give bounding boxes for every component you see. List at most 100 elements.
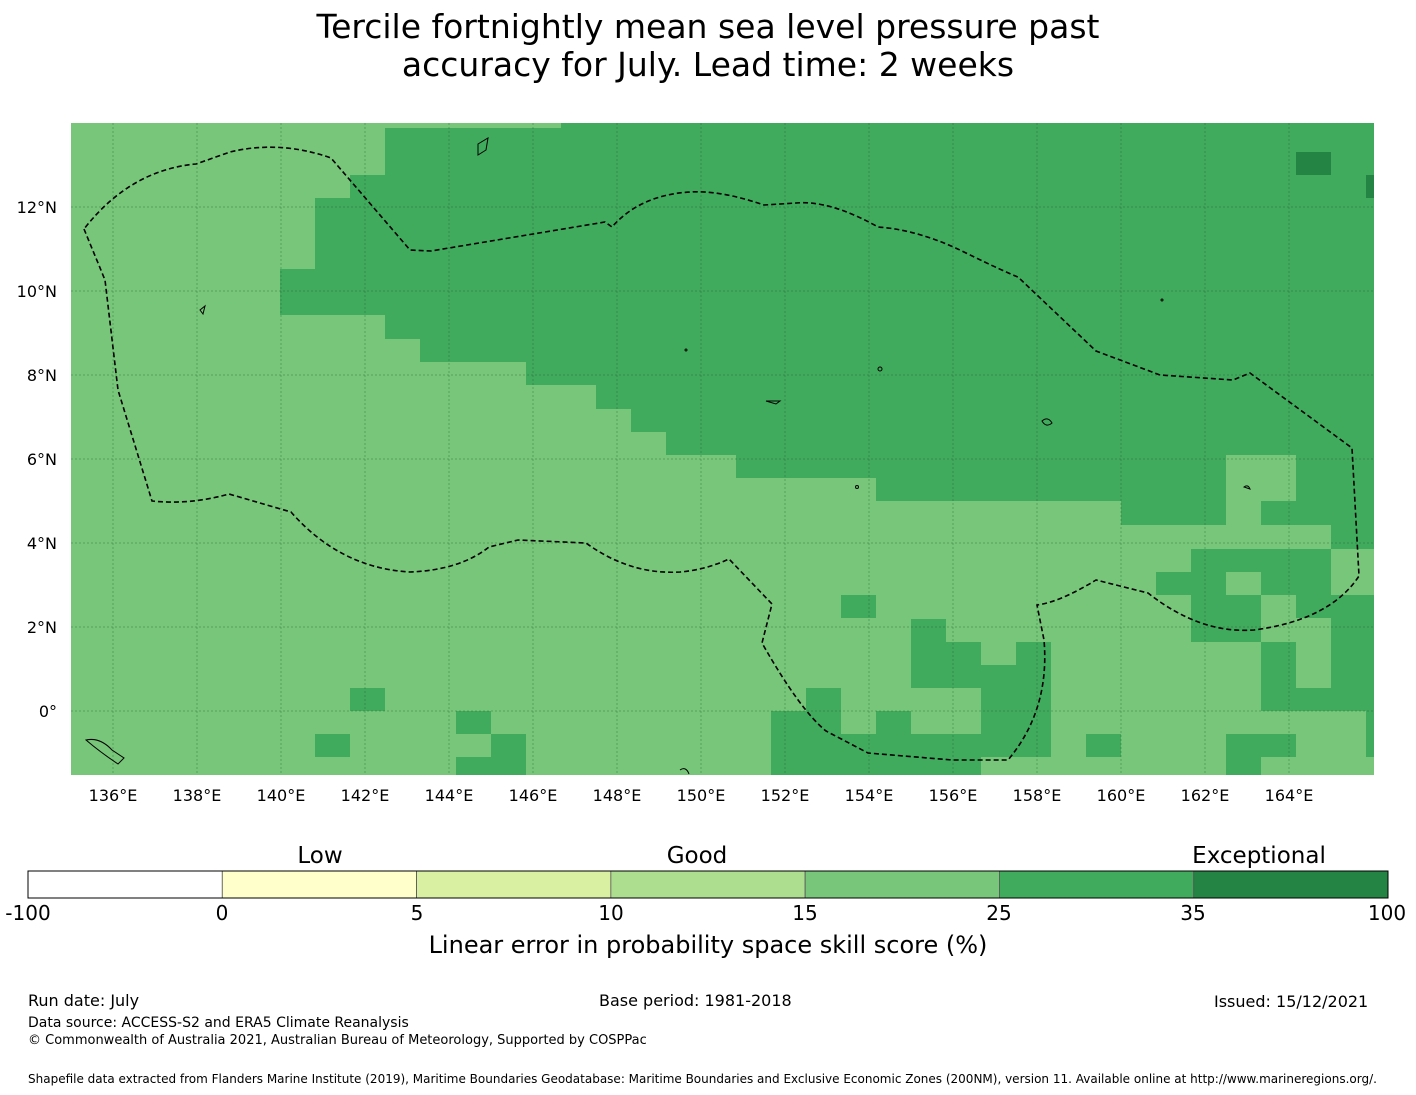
islet-1	[877, 366, 883, 372]
kosrae-island	[1242, 485, 1251, 490]
colorbar-frame	[27, 870, 1389, 899]
colorbar-category-good: Good	[666, 843, 728, 869]
colorbar-tick-label: 100	[1367, 901, 1407, 925]
skill-patch-25-35	[1261, 642, 1296, 711]
skill-patch-25-35	[1191, 572, 1226, 642]
colorbar-tick-label: 35	[1180, 901, 1206, 925]
issued-date: Issued: 15/12/2021	[1214, 992, 1369, 1011]
latitude-tick-label: 0°	[39, 702, 57, 721]
map-gridlines	[71, 123, 1374, 775]
eez-boundary-line	[83, 146, 1360, 761]
base-period: Base period: 1981-2018	[599, 991, 792, 1010]
skill-patch-15-25	[1191, 525, 1331, 549]
skill-patch-25-35	[771, 711, 841, 775]
skill-patch-25-35	[841, 595, 876, 618]
skill-patch-25-35	[911, 642, 981, 688]
longitude-tick-label: 138°E	[173, 786, 222, 805]
skill-patch-25-35	[1296, 688, 1331, 711]
skill-patch-25-35	[981, 665, 1016, 711]
islet-2	[855, 485, 859, 489]
skill-patch-25-35	[456, 757, 491, 775]
shapefile-credit: Shapefile data extracted from Flanders M…	[28, 1072, 1377, 1086]
skill-patch-25-35	[1226, 734, 1296, 757]
colorbar-category-exceptional: Exceptional	[1192, 843, 1326, 869]
skill-patch-25-35	[1331, 595, 1374, 711]
latitude-tick-label: 8°N	[27, 366, 57, 385]
colorbar-category-low: Low	[297, 843, 343, 869]
data-source: Data source: ACCESS-S2 and ERA5 Climate …	[28, 1015, 409, 1031]
colorbar-swatch	[1193, 870, 1389, 899]
run-date: Run date: July	[28, 991, 140, 1010]
colorbar-swatch	[999, 870, 1195, 899]
new-guinea-coast	[84, 739, 125, 765]
skill-patch-25-35	[456, 711, 491, 734]
latitude-tick-label: 2°N	[27, 618, 57, 637]
latitude-tick-label: 4°N	[27, 534, 57, 553]
skill-patch-25-35	[1296, 595, 1331, 618]
colorbar-tick-label: 0	[215, 901, 229, 925]
map-tick-labels: 136°E 138°E 140°E 142°E 144°E 146°E 148°E 150°E…	[17, 198, 1314, 805]
longitude-tick-label: 160°E	[1097, 786, 1146, 805]
manus-island	[679, 768, 690, 775]
longitude-tick-label: 136°E	[89, 786, 138, 805]
longitude-tick-label: 164°E	[1265, 786, 1314, 805]
longitude-tick-label: 156°E	[929, 786, 978, 805]
skill-patch-25-35	[841, 734, 981, 775]
skill-score-grid	[71, 123, 1374, 775]
colorbar-swatch	[221, 870, 417, 899]
skill-patch-25-35	[981, 711, 1016, 757]
longitude-tick-label: 152°E	[761, 786, 810, 805]
skill-patch-15-25	[1261, 455, 1296, 501]
chart-title-line-1: Tercile fortnightly mean sea level press…	[316, 7, 1100, 46]
colorbar-tick-label: -100	[5, 901, 51, 925]
chart-title-line-2: accuracy for July. Lead time: 2 weeks	[401, 45, 1015, 84]
latitude-tick-label: 10°N	[17, 282, 57, 301]
skill-patch-25-35	[491, 734, 526, 775]
longitude-tick-label: 150°E	[677, 786, 726, 805]
skill-patch-25-35	[1086, 734, 1121, 757]
skill-patch-25-35	[315, 734, 350, 757]
latitude-tick-label: 12°N	[17, 198, 57, 217]
colorbar-swatch	[610, 870, 806, 899]
chuuk-island	[1041, 418, 1053, 426]
longitude-tick-label: 140°E	[257, 786, 306, 805]
skill-region-25-35	[280, 123, 1374, 549]
palau-island	[199, 304, 206, 316]
skill-patch-25-35	[1261, 572, 1331, 595]
copyright-notice: © Commonwealth of Australia 2021, Austra…	[28, 1033, 647, 1048]
colorbar-tick-label: 15	[792, 901, 818, 925]
longitude-tick-label: 148°E	[593, 786, 642, 805]
skill-score-map: 136°E 138°E 140°E 142°E 144°E 146°E 148°E 150°E…	[17, 123, 1374, 805]
coastlines	[84, 137, 1251, 775]
longitude-tick-label: 142°E	[341, 786, 390, 805]
skill-patch-25-35	[1156, 572, 1191, 595]
colorbar-axis-label: Linear error in probability space skill …	[428, 931, 988, 959]
skill-patch-35-100	[1366, 175, 1374, 198]
islet-3	[684, 348, 688, 352]
skill-patch-25-35	[806, 688, 841, 711]
pohnpei-atoll	[765, 400, 782, 405]
colorbar-swatch	[27, 870, 223, 899]
skill-patch-15-25	[1226, 455, 1261, 525]
latitude-tick-label: 6°N	[27, 450, 57, 469]
colorbar-tick-label: 5	[410, 901, 424, 925]
skill-patch-25-35	[1191, 549, 1331, 572]
skill-patch-25-35	[1226, 757, 1261, 775]
colorbar-swatch	[416, 870, 612, 899]
skill-patch-25-35	[1016, 642, 1051, 757]
longitude-tick-label: 158°E	[1013, 786, 1062, 805]
colorbar-swatches	[27, 870, 1389, 899]
skill-patch-25-35	[1366, 711, 1374, 757]
skill-patch-25-35	[911, 619, 946, 642]
longitude-tick-label: 154°E	[845, 786, 894, 805]
islet-4	[1160, 298, 1164, 302]
skill-patch-35-100	[1296, 152, 1331, 175]
colorbar-swatch	[804, 870, 1000, 899]
skill-patch-25-35	[350, 688, 385, 711]
longitude-tick-label: 146°E	[509, 786, 558, 805]
longitude-tick-label: 162°E	[1181, 786, 1230, 805]
colorbar-tick-label: 10	[598, 901, 624, 925]
guam-island	[477, 137, 489, 156]
colorbar-tick-label: 25	[986, 901, 1012, 925]
skill-patch-25-35	[876, 711, 911, 734]
